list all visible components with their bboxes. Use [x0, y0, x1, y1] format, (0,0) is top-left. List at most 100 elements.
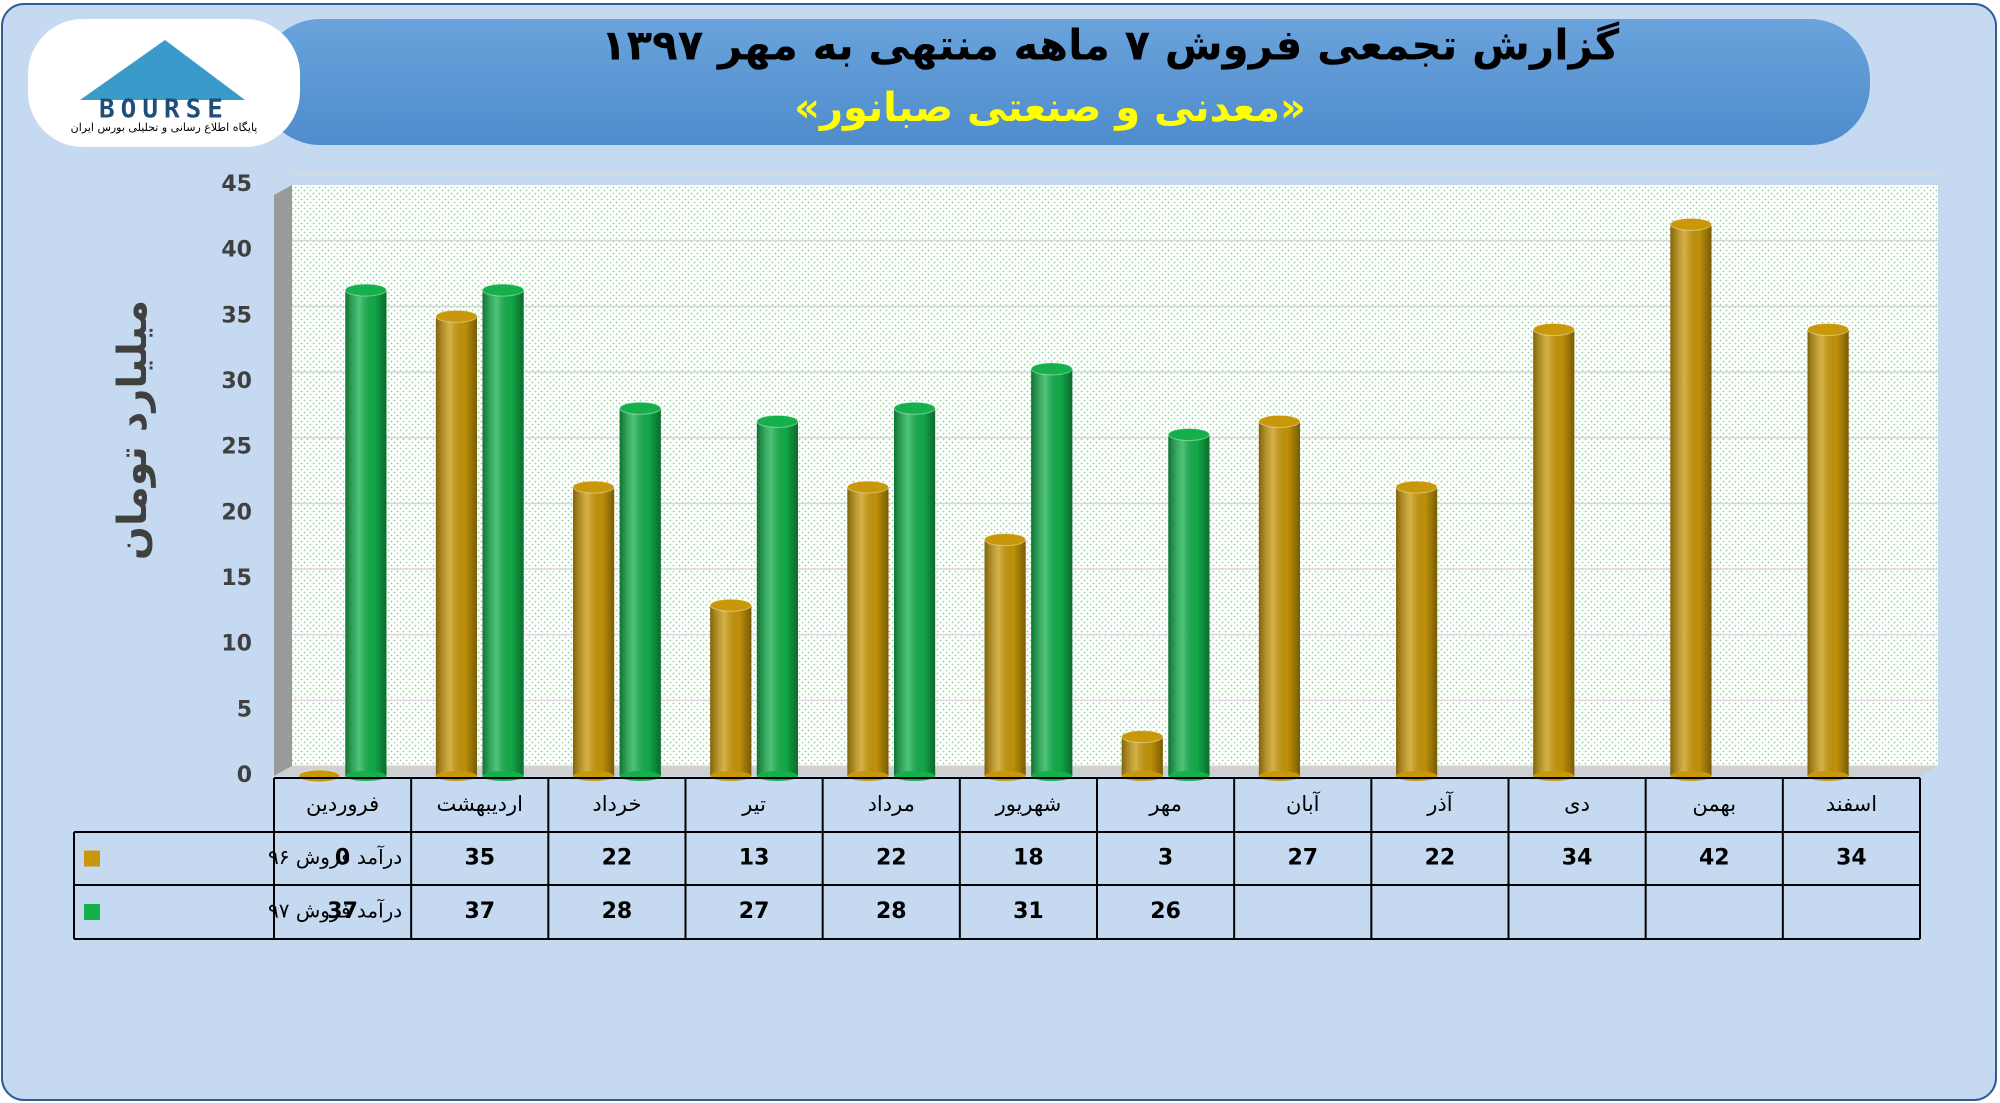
bar-base — [984, 771, 1026, 781]
table-value: 3 — [1158, 846, 1173, 871]
y-tick-label: 20 — [221, 500, 252, 525]
y-tick-label: 5 — [237, 697, 252, 722]
table-value: 18 — [1013, 846, 1044, 871]
x-tick-label: خرداد — [592, 792, 641, 816]
bar-shade — [345, 290, 387, 776]
bar-shade — [619, 408, 661, 776]
bar-base — [573, 771, 615, 781]
header-band — [260, 19, 1870, 145]
bar-base — [482, 771, 524, 781]
bar-shade — [435, 316, 478, 776]
bar-base — [1807, 771, 1849, 781]
bar-shade — [482, 290, 524, 776]
bar-base — [1670, 771, 1712, 781]
bar-top — [756, 414, 799, 428]
bar-base — [1396, 771, 1438, 781]
bar-top — [619, 401, 662, 415]
bar-base — [893, 771, 936, 781]
bar-base — [756, 771, 798, 781]
bar-shade — [1533, 329, 1575, 776]
bar-base — [1121, 771, 1163, 781]
bar-base — [435, 771, 478, 781]
table-value: 26 — [1150, 899, 1181, 924]
x-tick-label: شهریور — [995, 792, 1062, 816]
bar-shade — [573, 487, 615, 776]
legend-label: درآمد فروش ۹۶ — [268, 844, 402, 869]
bar-top — [298, 769, 341, 783]
table-value: 13 — [739, 846, 770, 871]
table-value: 34 — [1562, 846, 1593, 871]
bar-base — [1258, 771, 1301, 781]
x-tick-label: تیر — [741, 792, 766, 816]
chart-subtitle: «معدنی و صنعتی صبانور» — [794, 85, 1306, 131]
x-tick-label: فروردین — [306, 792, 379, 816]
x-tick-label: مهر — [1148, 792, 1182, 816]
table-value: 28 — [876, 899, 907, 924]
bar-base — [619, 771, 661, 781]
plot-area — [292, 185, 1938, 766]
side-wall — [274, 185, 292, 776]
y-tick-label: 15 — [221, 566, 252, 591]
table-value: 22 — [1425, 846, 1456, 871]
bar-base — [710, 771, 752, 781]
x-tick-label: مرداد — [868, 792, 915, 816]
bar-base — [1168, 771, 1210, 781]
logo-mark — [80, 40, 245, 100]
bar-shade — [1258, 421, 1301, 776]
bar-top — [572, 480, 615, 494]
x-tick-label: دی — [1564, 792, 1590, 816]
bar-shade — [1807, 329, 1849, 776]
table-value: 27 — [739, 899, 770, 924]
bar-top — [1258, 414, 1301, 428]
table-value: 28 — [602, 899, 633, 924]
logo-text: BOURSE — [99, 95, 229, 125]
bar-base — [1533, 771, 1575, 781]
legend-swatch — [84, 904, 100, 920]
x-tick-label: بهمن — [1692, 792, 1736, 816]
table-value: 34 — [1836, 846, 1867, 871]
y-axis-label: میلیارد تومان — [110, 300, 156, 560]
bar-top — [481, 283, 525, 297]
bar-top — [1532, 322, 1575, 336]
bar-shade — [1670, 224, 1712, 776]
bar-shade — [1031, 368, 1073, 776]
y-tick-label: 10 — [221, 632, 252, 657]
bar-top — [344, 283, 387, 297]
y-tick-label: 40 — [221, 238, 252, 263]
bar-shade — [710, 605, 752, 776]
table-value: 37 — [464, 899, 495, 924]
table-value: 22 — [876, 846, 907, 871]
chart-title: گزارش تجمعی فروش ۷ ماهه منتهی به مهر ۱۳۹… — [601, 21, 1620, 71]
y-tick-label: 0 — [237, 763, 252, 788]
table-value: 31 — [1013, 899, 1044, 924]
bar-shade — [1396, 487, 1438, 776]
bar-top — [1669, 217, 1713, 231]
x-tick-label: اسفند — [1826, 792, 1877, 816]
x-tick-label: آذر — [1426, 791, 1453, 816]
y-tick-label: 25 — [221, 435, 252, 460]
bar-shade — [1121, 736, 1163, 776]
bar-shade — [893, 408, 936, 776]
bar-shade — [847, 487, 889, 776]
bar-top — [1121, 730, 1164, 744]
bar-top — [709, 598, 752, 612]
floor — [274, 766, 1938, 776]
bar-top — [846, 480, 890, 494]
table-value: 22 — [602, 846, 633, 871]
y-tick-label: 45 — [221, 172, 252, 197]
bar-top — [435, 309, 478, 323]
table-value: 0 — [335, 846, 350, 871]
bar-top — [1395, 480, 1438, 494]
table-value: 35 — [464, 846, 495, 871]
table-value: 27 — [1287, 846, 1318, 871]
bar-base — [847, 771, 889, 781]
table-value: 42 — [1699, 846, 1730, 871]
y-tick-label: 35 — [221, 303, 252, 328]
bar-shade — [1168, 434, 1210, 776]
table-value: 37 — [327, 899, 358, 924]
y-tick-label: 30 — [221, 369, 252, 394]
bar-shade — [756, 421, 798, 776]
bar-top — [1030, 362, 1073, 376]
